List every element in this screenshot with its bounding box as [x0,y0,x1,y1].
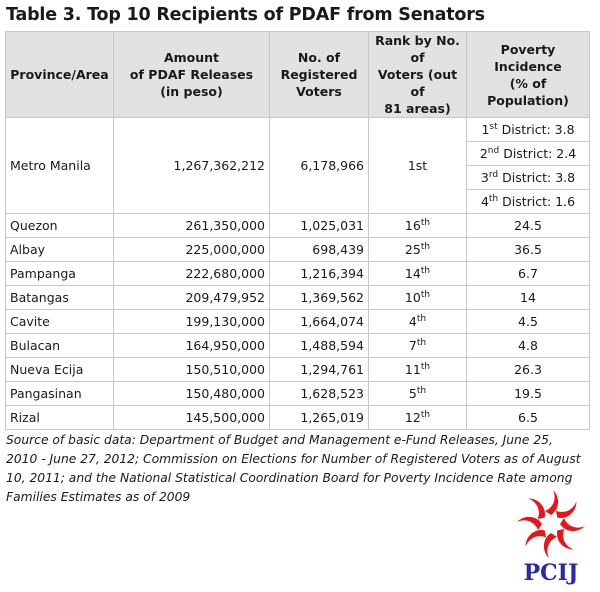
cell-area: Batangas [5,285,114,310]
sun-ray [556,528,574,550]
cell-amount: 222,680,000 [113,261,270,286]
pcij-sun-logo-icon [517,490,585,558]
cell-poverty-district-1: 1st District: 3.8 [466,117,590,142]
cell-amount: 164,950,000 [113,333,270,358]
cell-area: Nueva Ecija [5,357,114,382]
cell-poverty: 26.3 [466,357,590,382]
header-province-area: Province/Area [5,31,114,118]
cell-poverty-district-2: 2nd District: 2.4 [466,141,590,166]
cell-poverty: 4.5 [466,309,590,334]
header-amount: Amount of PDAF Releases (in peso) [113,31,270,118]
cell-voters: 1,216,394 [269,261,369,286]
sun-center [546,519,556,529]
table-row: Cavite 199,130,000 1,664,074 4th 4.5 [5,309,590,334]
cell-rank: 4th [368,309,467,334]
cell-voters: 1,265,019 [269,405,369,430]
cell-voters: 1,664,074 [269,309,369,334]
sun-ray [545,490,559,515]
table-row-metro-manila: Metro Manila 1,267,362,212 6,178,966 1st… [5,117,590,214]
cell-poverty-district-3: 3rd District: 3.8 [466,165,590,190]
cell-amount: 199,130,000 [113,309,270,334]
table-row: Albay 225,000,000 698,439 25th 36.5 [5,237,590,262]
cell-amount: 261,350,000 [113,213,270,238]
sun-ray [555,501,577,519]
table-row: Pampanga 222,680,000 1,216,394 14th 6.7 [5,261,590,286]
source-note: Source of basic data: Department of Budg… [6,433,581,504]
sun-ray [525,529,547,547]
cell-rank: 7th [368,333,467,358]
cell-rank: 14th [368,261,467,286]
logo-text: PCIJ [523,560,579,586]
cell-rank: 11th [368,357,467,382]
cell-poverty: 24.5 [466,213,590,238]
header-row: Province/Area Amount of PDAF Releases (i… [5,31,590,118]
cell-voters: 6,178,966 [269,117,369,214]
cell-area: Metro Manila [5,117,114,214]
table-title: Table 3. Top 10 Recipients of PDAF from … [6,5,485,25]
sun-ray [528,498,546,520]
cell-poverty: 36.5 [466,237,590,262]
cell-amount: 145,500,000 [113,405,270,430]
cell-rank: 16th [368,213,467,238]
pdaf-table: Province/Area Amount of PDAF Releases (i… [5,31,590,430]
cell-voters: 698,439 [269,237,369,262]
table-row: Nueva Ecija 150,510,000 1,294,761 11th 2… [5,357,590,382]
table-row: Bulacan 164,950,000 1,488,594 7th 4.8 [5,333,590,358]
cell-rank: 1st [368,117,467,214]
sun-ray [543,533,557,558]
cell-area: Cavite [5,309,114,334]
table-row-metro-manila-d2: 2nd District: 2.4 [6,141,590,166]
cell-area: Quezon [5,213,114,238]
table-row: Rizal 145,500,000 1,265,019 12th 6.5 [5,405,590,430]
cell-area: Albay [5,237,114,262]
header-registered-voters: No. of Registered Voters [269,31,369,118]
cell-poverty: 19.5 [466,381,590,406]
pcij-logo: PCIJ [506,488,596,588]
cell-voters: 1,628,523 [269,381,369,406]
cell-poverty: 6.7 [466,261,590,286]
cell-amount: 150,510,000 [113,357,270,382]
header-poverty-incidence: Poverty Incidence (% of Population) [466,31,590,118]
cell-voters: 1,488,594 [269,333,369,358]
table-row-metro-manila-d3: 3rd District: 3.8 [6,165,590,190]
cell-poverty: 14 [466,285,590,310]
cell-rank: 10th [368,285,467,310]
cell-voters: 1,025,031 [269,213,369,238]
table-row: Batangas 209,479,952 1,369,562 10th 14 [5,285,590,310]
table-row: Quezon 261,350,000 1,025,031 16th 24.5 [5,213,590,238]
cell-area: Pangasinan [5,381,114,406]
cell-poverty: 4.8 [466,333,590,358]
sun-ray [517,517,542,530]
cell-area: Pampanga [5,261,114,286]
header-rank: Rank by No. of Voters (out of 81 areas) [368,31,467,118]
cell-amount: 209,479,952 [113,285,270,310]
cell-poverty: 6.5 [466,405,590,430]
cell-amount: 150,480,000 [113,381,270,406]
cell-area: Rizal [5,405,114,430]
cell-voters: 1,294,761 [269,357,369,382]
table-row-metro-manila-d4: 4th District: 1.6 [6,189,590,214]
cell-rank: 12th [368,405,467,430]
cell-amount: 225,000,000 [113,237,270,262]
cell-poverty-district-4: 4th District: 1.6 [466,189,590,214]
cell-voters: 1,369,562 [269,285,369,310]
sun-ray [560,518,585,531]
cell-rank: 25th [368,237,467,262]
cell-rank: 5th [368,381,467,406]
cell-amount: 1,267,362,212 [113,117,270,214]
table-row: Pangasinan 150,480,000 1,628,523 5th 19.… [5,381,590,406]
cell-area: Bulacan [5,333,114,358]
